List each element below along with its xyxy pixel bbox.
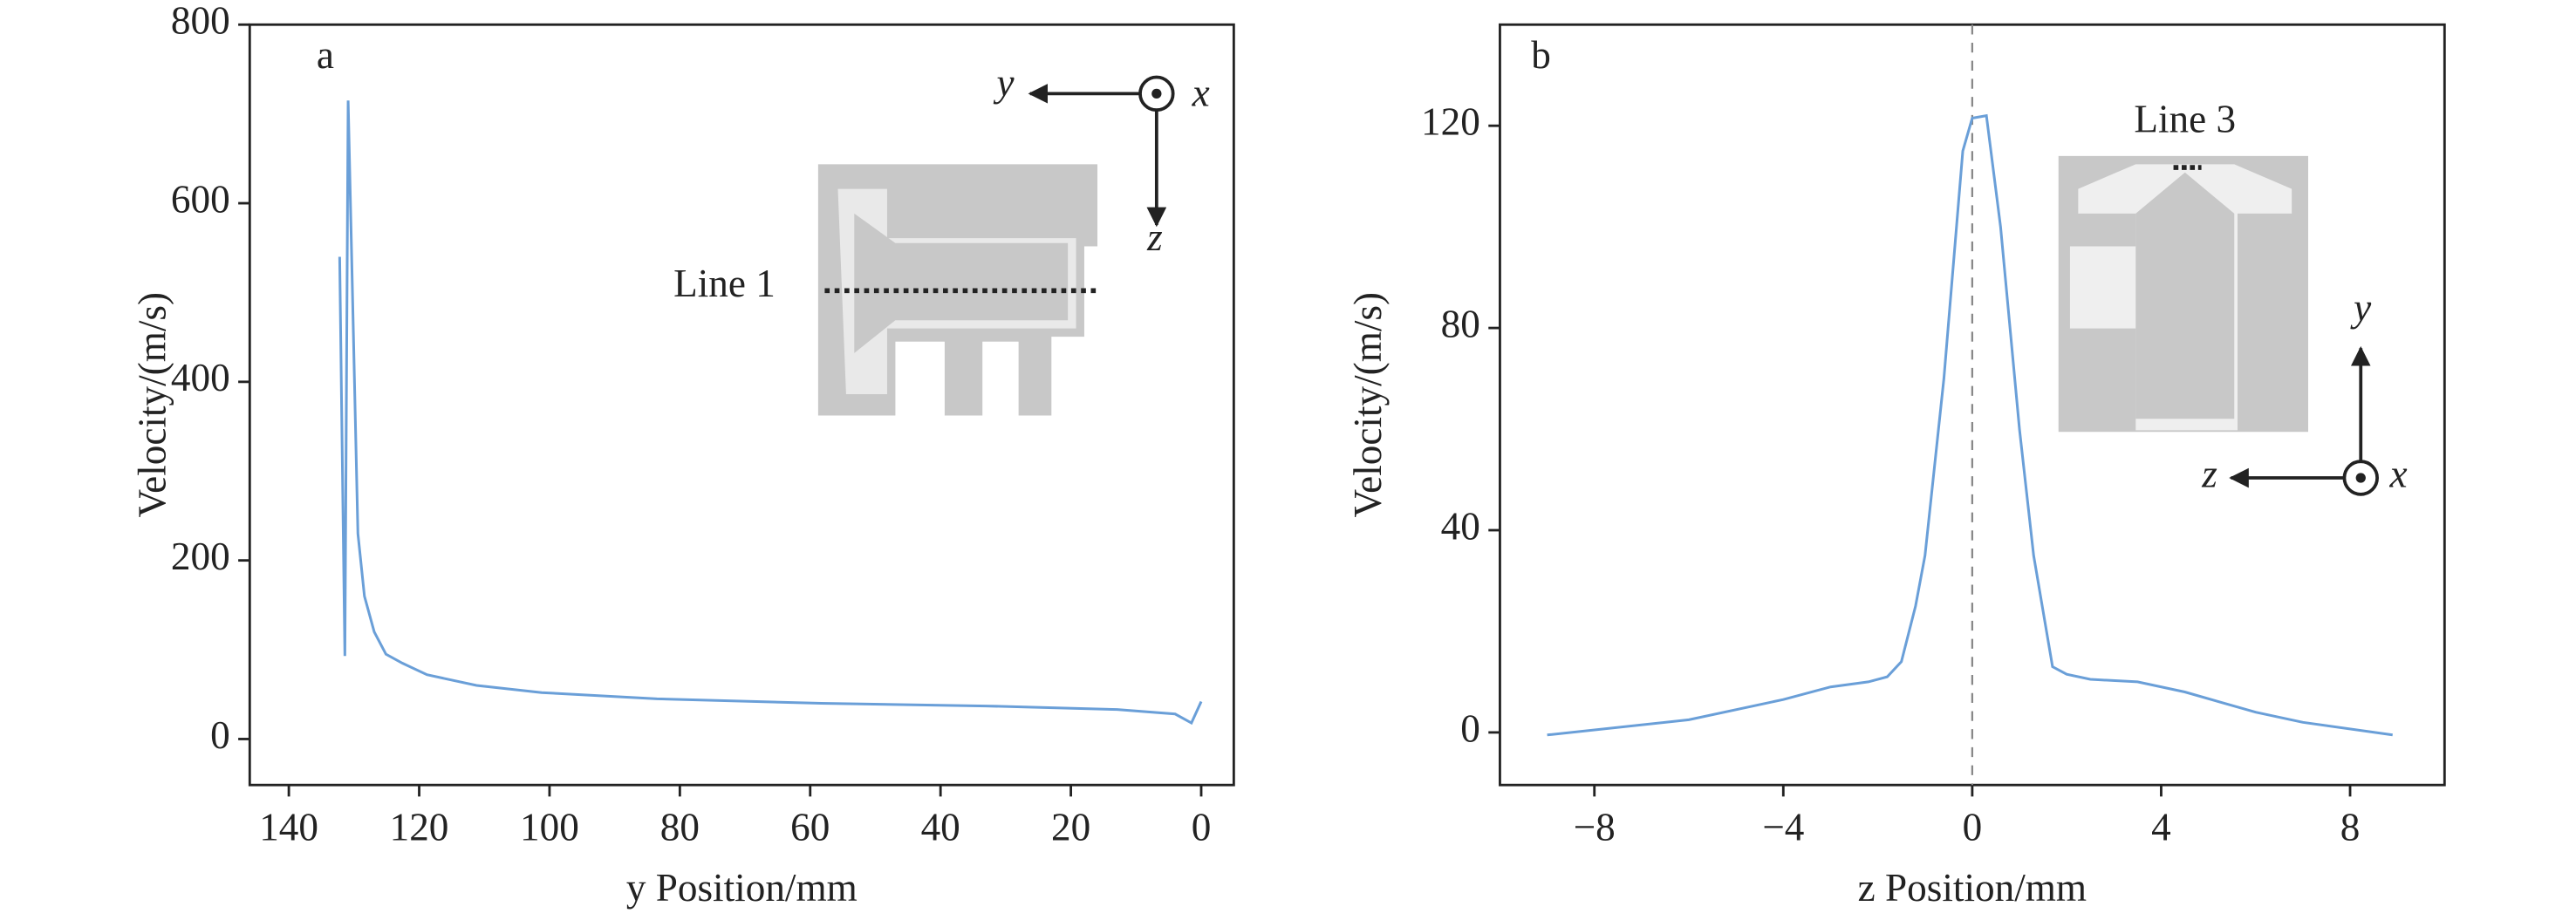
annotation: x <box>1192 71 1210 114</box>
x-axis-label: z Position/mm <box>1858 866 2087 910</box>
x-tick-label: 4 <box>2151 805 2171 848</box>
inset-diagram-b <box>2058 155 2379 496</box>
panel-label: b <box>1531 33 1551 77</box>
x-tick-label: −4 <box>1762 805 1804 848</box>
inset-diagram-a <box>817 75 1175 416</box>
y-tick-label: 0 <box>1460 706 1480 750</box>
panel-label: a <box>317 33 334 77</box>
annotation: z <box>2201 452 2217 495</box>
x-tick-label: −8 <box>1574 805 1616 848</box>
y-axis-label: Velocity/(m/s) <box>1346 292 1390 518</box>
annotation: y <box>994 61 1015 105</box>
y-tick-label: 800 <box>171 0 230 43</box>
y-tick-label: 200 <box>171 535 230 578</box>
y-tick-label: 80 <box>1441 302 1480 345</box>
x-tick-label: 100 <box>520 805 579 848</box>
x-tick-label: 140 <box>259 805 318 848</box>
x-tick-label: 80 <box>660 805 700 848</box>
x-tick-label: 120 <box>390 805 449 848</box>
x-tick-label: 60 <box>790 805 830 848</box>
x-axis-label: y Position/mm <box>626 866 858 910</box>
annotation: y <box>2350 286 2372 330</box>
x-tick-label: 8 <box>2340 805 2361 848</box>
x-tick-label: 40 <box>921 805 960 848</box>
data-line <box>1547 113 2393 737</box>
x-tick-label: 0 <box>1963 805 1983 848</box>
x-tick-label: 0 <box>1192 805 1212 848</box>
y-tick-label: 0 <box>210 713 230 757</box>
annotation: Line 1 <box>673 262 776 305</box>
plot-frame <box>248 23 1235 787</box>
annotation: Line 3 <box>2134 98 2236 141</box>
data-line <box>338 100 1203 726</box>
y-tick-label: 40 <box>1441 504 1480 548</box>
y-tick-label: 600 <box>171 177 230 221</box>
y-axis-label: Velocity/(m/s) <box>130 292 174 518</box>
y-tick-label: 400 <box>171 356 230 399</box>
annotation: x <box>2389 452 2408 495</box>
y-tick-label: 120 <box>1421 100 1480 144</box>
x-tick-label: 20 <box>1051 805 1090 848</box>
annotation: z <box>1146 215 1163 259</box>
